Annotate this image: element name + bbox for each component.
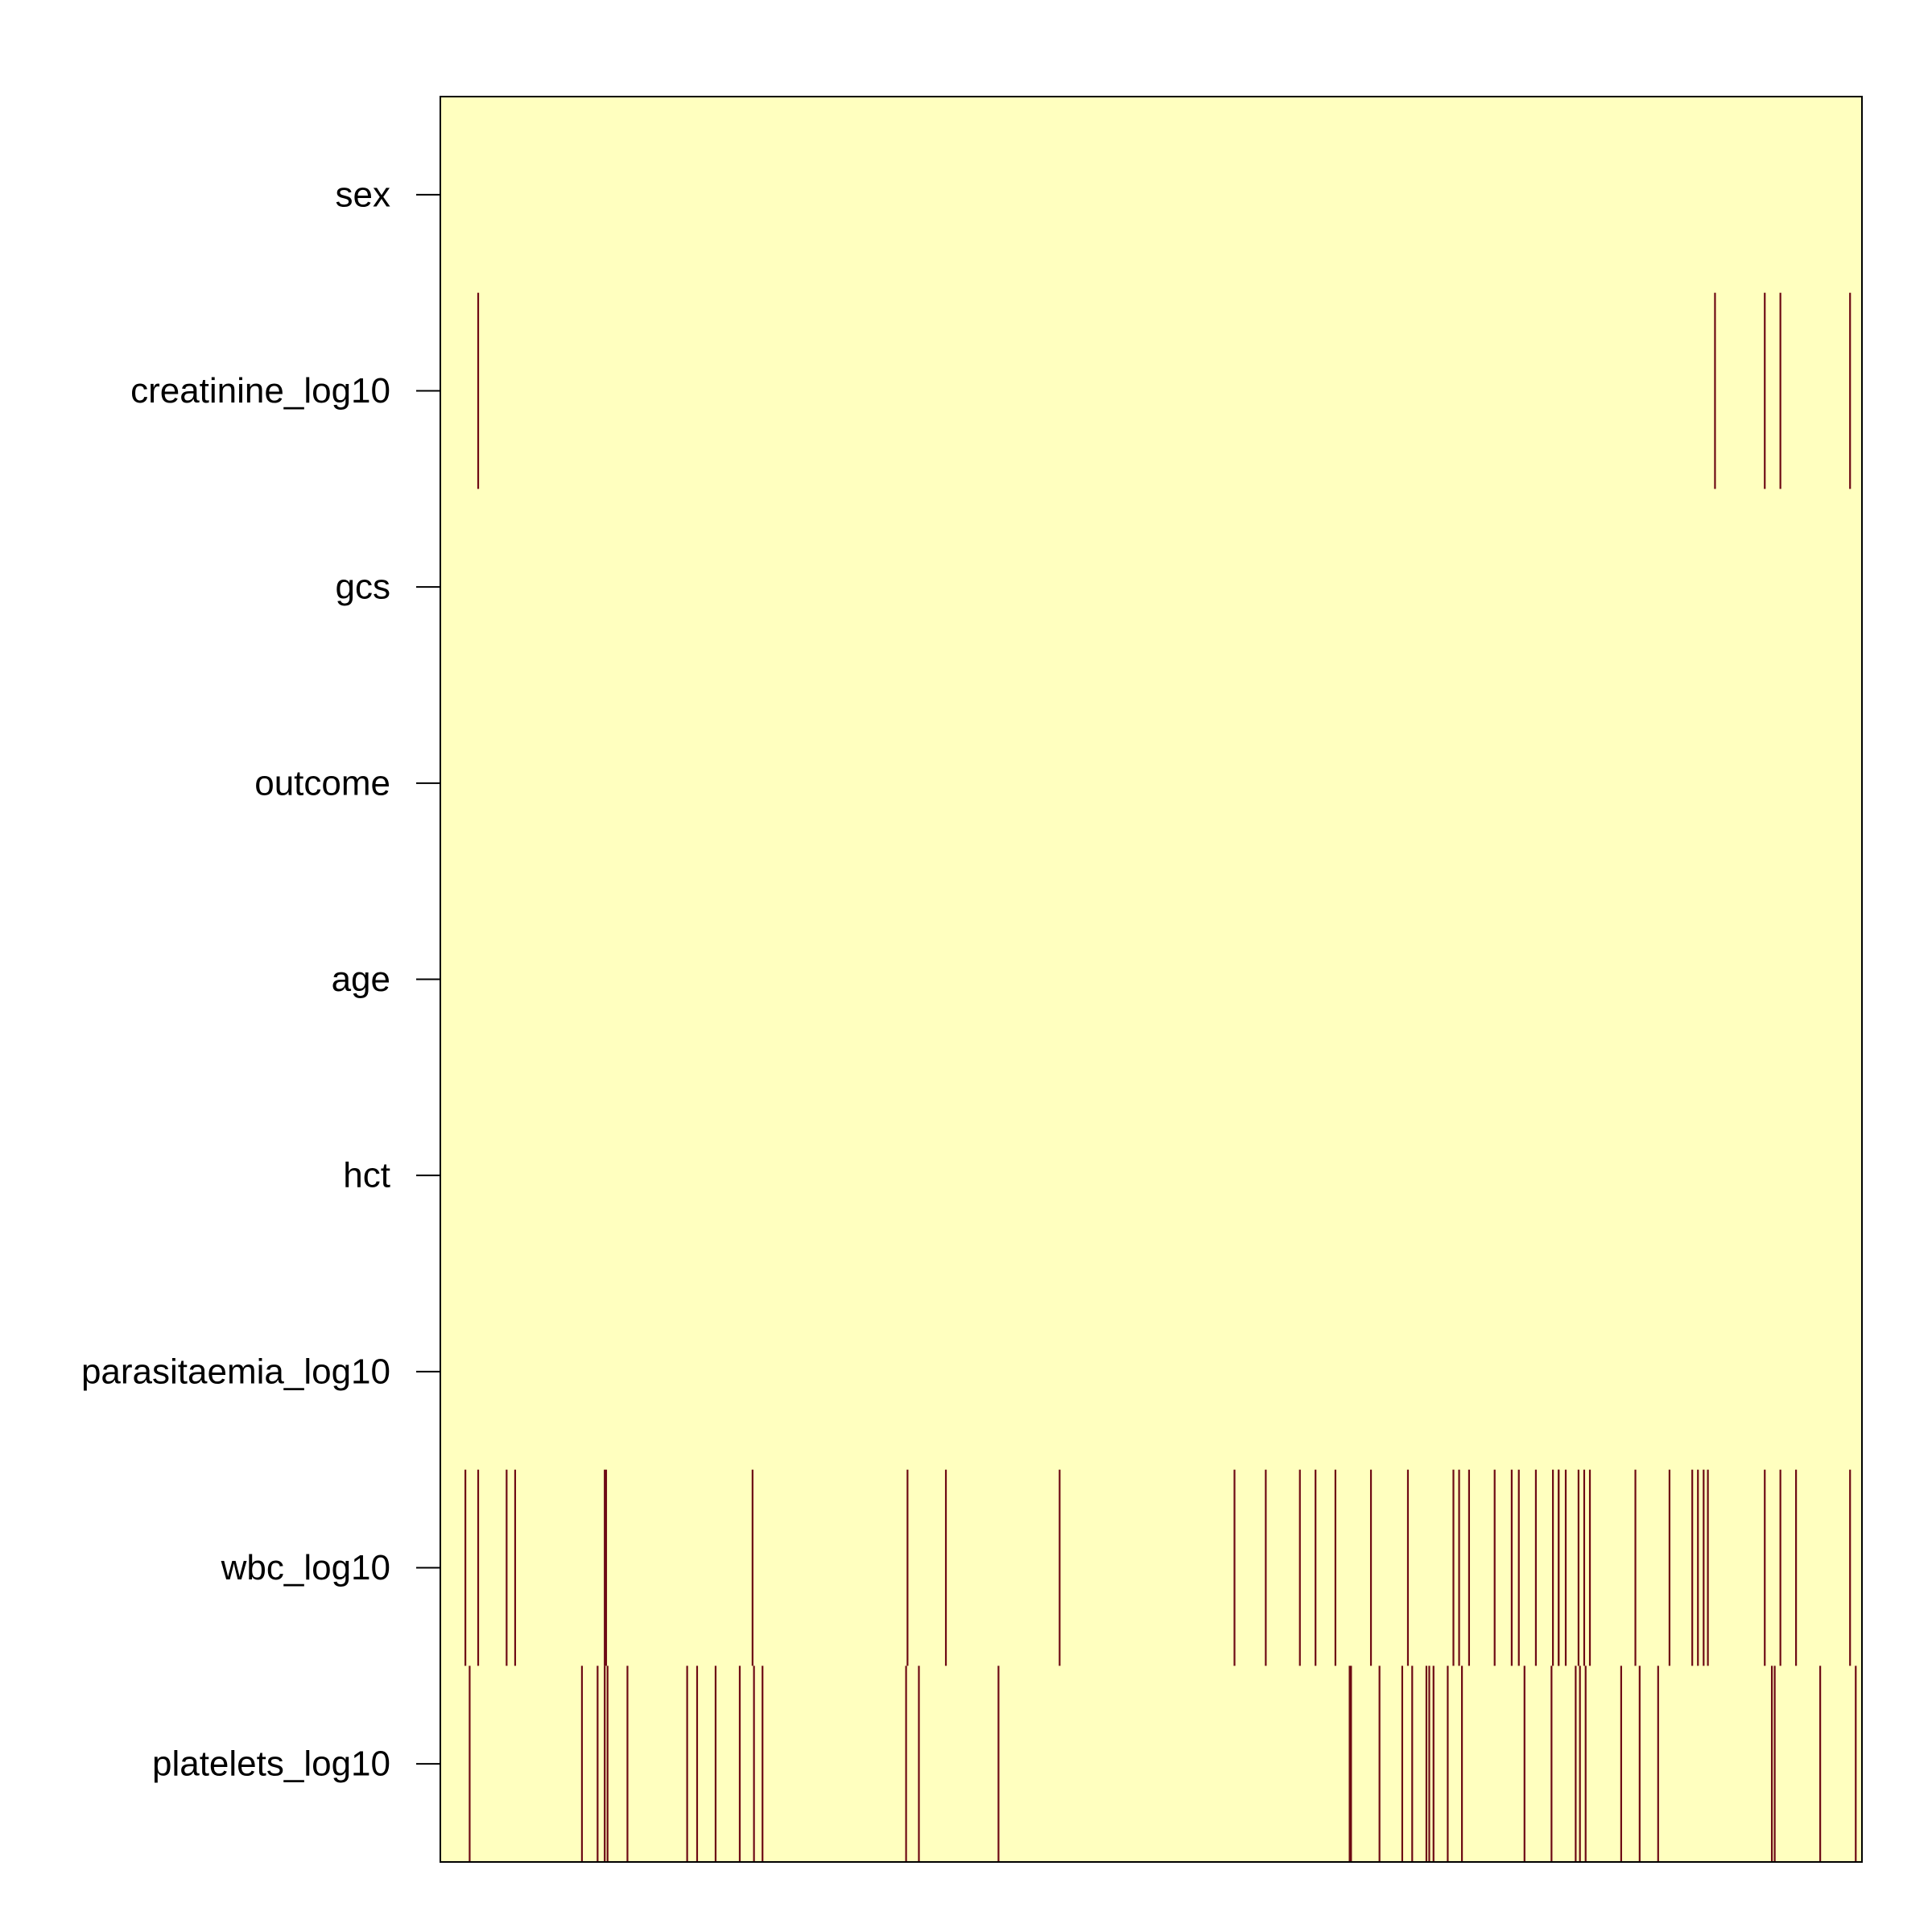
missing-cell-wbc_log10-26 bbox=[1552, 1469, 1554, 1666]
missing-cell-platelets_log10-7 bbox=[696, 1666, 699, 1862]
missing-cell-creatinine_log10-2 bbox=[1764, 292, 1766, 489]
missing-cell-wbc_log10-5 bbox=[605, 1469, 608, 1666]
missing-cell-wbc_log10-9 bbox=[1059, 1469, 1061, 1666]
missing-cell-wbc_log10-19 bbox=[1468, 1469, 1471, 1666]
missing-cell-wbc_log10-34 bbox=[1697, 1469, 1699, 1666]
missing-cell-wbc_log10-33 bbox=[1691, 1469, 1694, 1666]
missing-cell-wbc_log10-30 bbox=[1588, 1469, 1591, 1666]
missing-cell-wbc_log10-27 bbox=[1558, 1469, 1560, 1666]
missing-cell-platelets_log10-9 bbox=[738, 1666, 741, 1862]
missing-cell-wbc_log10-29 bbox=[1583, 1469, 1586, 1666]
missing-cell-wbc_log10-36 bbox=[1707, 1469, 1709, 1666]
missing-cell-wbc_log10-32 bbox=[1668, 1469, 1671, 1666]
missing-cell-platelets_log10-29 bbox=[1584, 1666, 1587, 1862]
missing-cell-platelets_log10-36 bbox=[1855, 1666, 1857, 1862]
missing-cell-platelets_log10-14 bbox=[997, 1666, 1000, 1862]
missing-cell-wbc_log10-28 bbox=[1577, 1469, 1579, 1666]
missing-cell-wbc_log10-35 bbox=[1703, 1469, 1705, 1666]
missing-cell-wbc_log10-14 bbox=[1334, 1469, 1337, 1666]
missing-cell-wbc_log10-2 bbox=[506, 1469, 508, 1666]
missing-cell-wbc_log10-7 bbox=[906, 1469, 909, 1666]
missing-cell-platelets_log10-10 bbox=[753, 1666, 755, 1862]
missing-cell-platelets_log10-30 bbox=[1620, 1666, 1622, 1862]
missing-cell-platelets_log10-28 bbox=[1579, 1666, 1581, 1862]
missing-cell-platelets_log10-24 bbox=[1460, 1666, 1463, 1862]
missing-cell-platelets_log10-3 bbox=[604, 1666, 606, 1862]
missing-cell-wbc_log10-23 bbox=[1534, 1469, 1538, 1666]
y-tick-label-wbc_log10: wbc_log10 bbox=[221, 1548, 390, 1587]
y-axis-ticks bbox=[416, 193, 440, 1765]
missing-cell-wbc_log10-31 bbox=[1634, 1469, 1637, 1666]
y-tick-label-creatinine_log10: creatinine_log10 bbox=[130, 371, 390, 411]
missing-cell-platelets_log10-12 bbox=[905, 1666, 907, 1862]
missing-cell-wbc_log10-21 bbox=[1510, 1469, 1513, 1666]
y-tick-label-outcome: outcome bbox=[254, 763, 390, 803]
missing-cell-creatinine_log10-4 bbox=[1849, 292, 1852, 489]
missing-cell-wbc_log10-3 bbox=[514, 1469, 517, 1666]
missing-cell-platelets_log10-33 bbox=[1770, 1666, 1773, 1862]
y-tick-label-parasitaemia_log10: parasitaemia_log10 bbox=[81, 1352, 390, 1391]
missing-cell-wbc_log10-10 bbox=[1233, 1469, 1236, 1666]
plot-background bbox=[440, 97, 1862, 1862]
missing-cell-platelets_log10-8 bbox=[714, 1666, 717, 1862]
missing-cell-platelets_log10-15 bbox=[1348, 1666, 1351, 1862]
y-tick-label-sex: sex bbox=[336, 175, 390, 214]
missing-cell-wbc_log10-1 bbox=[477, 1469, 480, 1666]
missing-cell-platelets_log10-18 bbox=[1401, 1666, 1404, 1862]
missing-cell-creatinine_log10-0 bbox=[477, 292, 480, 489]
missing-cell-platelets_log10-11 bbox=[762, 1666, 764, 1862]
y-tick-label-gcs: gcs bbox=[336, 568, 390, 607]
missing-cell-wbc_log10-37 bbox=[1764, 1469, 1766, 1666]
missing-cell-wbc_log10-8 bbox=[944, 1469, 947, 1666]
missing-cell-wbc_log10-22 bbox=[1517, 1469, 1520, 1666]
missing-cell-platelets_log10-34 bbox=[1773, 1666, 1776, 1862]
missing-cell-creatinine_log10-1 bbox=[1714, 292, 1716, 489]
missing-cell-wbc_log10-18 bbox=[1458, 1469, 1460, 1666]
missing-cell-wbc_log10-38 bbox=[1779, 1469, 1781, 1666]
missing-cell-wbc_log10-39 bbox=[1795, 1469, 1798, 1666]
missing-cell-wbc_log10-0 bbox=[464, 1469, 467, 1666]
missing-cell-platelets_log10-25 bbox=[1523, 1666, 1525, 1862]
missing-cell-platelets_log10-2 bbox=[597, 1666, 599, 1862]
missing-cell-wbc_log10-12 bbox=[1298, 1469, 1301, 1666]
missing-cell-platelets_log10-5 bbox=[626, 1666, 629, 1862]
missing-cell-platelets_log10-23 bbox=[1447, 1666, 1449, 1862]
missing-value-marks bbox=[464, 292, 1857, 1862]
y-tick-label-age: age bbox=[332, 960, 390, 999]
missing-cell-platelets_log10-6 bbox=[686, 1666, 688, 1862]
missing-cell-platelets_log10-31 bbox=[1638, 1666, 1641, 1862]
missing-cell-platelets_log10-21 bbox=[1428, 1666, 1430, 1862]
missing-cell-platelets_log10-20 bbox=[1425, 1666, 1428, 1862]
missing-cell-platelets_log10-16 bbox=[1350, 1666, 1352, 1862]
missing-cell-wbc_log10-11 bbox=[1265, 1469, 1267, 1666]
missing-cell-wbc_log10-20 bbox=[1493, 1469, 1496, 1666]
missing-cell-wbc_log10-13 bbox=[1315, 1469, 1317, 1666]
missing-cell-platelets_log10-17 bbox=[1378, 1666, 1381, 1862]
missing-cell-platelets_log10-19 bbox=[1411, 1666, 1414, 1862]
missing-cell-wbc_log10-25 bbox=[1564, 1469, 1567, 1666]
plot-frame bbox=[440, 96, 1863, 1863]
missing-cell-platelets_log10-35 bbox=[1819, 1666, 1822, 1862]
missing-cell-wbc_log10-4 bbox=[604, 1469, 606, 1666]
missing-cell-platelets_log10-22 bbox=[1432, 1666, 1435, 1862]
missing-cell-wbc_log10-15 bbox=[1369, 1469, 1373, 1666]
missing-cell-platelets_log10-27 bbox=[1575, 1666, 1577, 1862]
missing-cell-platelets_log10-1 bbox=[580, 1666, 584, 1862]
missing-cell-platelets_log10-13 bbox=[918, 1666, 920, 1862]
missing-cell-platelets_log10-0 bbox=[469, 1666, 471, 1862]
missing-cell-platelets_log10-32 bbox=[1657, 1666, 1659, 1862]
missing-cell-platelets_log10-4 bbox=[606, 1666, 609, 1862]
missing-cell-platelets_log10-26 bbox=[1550, 1666, 1553, 1862]
missing-cell-wbc_log10-16 bbox=[1406, 1469, 1410, 1666]
missing-cell-wbc_log10-40 bbox=[1849, 1469, 1852, 1666]
missing-cell-wbc_log10-6 bbox=[751, 1469, 753, 1666]
missing-cell-wbc_log10-17 bbox=[1452, 1469, 1455, 1666]
y-tick-label-hct: hct bbox=[343, 1156, 390, 1195]
missing-cell-creatinine_log10-3 bbox=[1779, 292, 1781, 489]
y-tick-label-platelets_log10: platelets_log10 bbox=[152, 1744, 390, 1784]
